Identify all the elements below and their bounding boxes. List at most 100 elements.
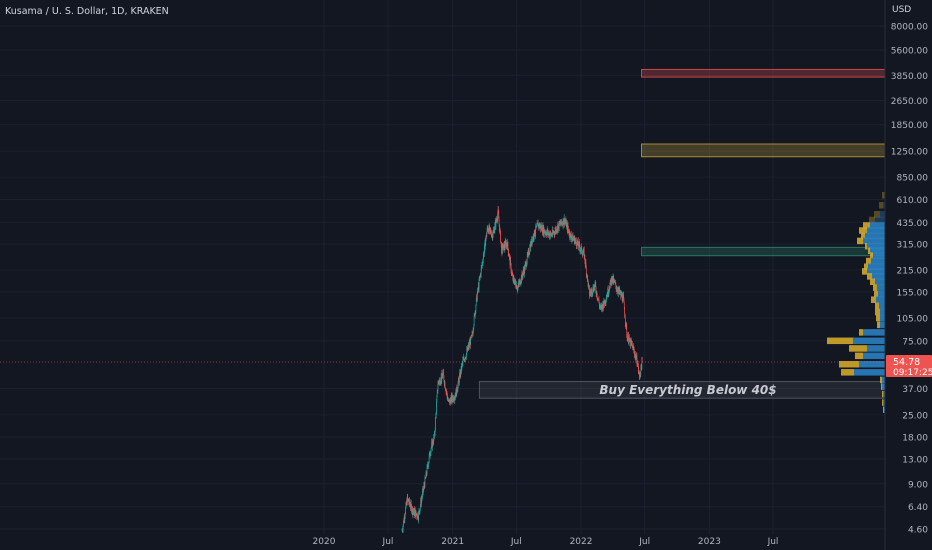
candle-up xyxy=(488,226,490,234)
candle-down xyxy=(523,271,525,275)
candle-up xyxy=(521,272,523,280)
candle-down xyxy=(588,285,590,288)
candle-up xyxy=(510,260,511,265)
candle-down xyxy=(550,233,552,236)
vp-bar-down xyxy=(882,191,885,199)
candle-down xyxy=(587,275,589,280)
candle-up xyxy=(571,237,573,239)
zone-green[interactable] xyxy=(640,246,886,257)
candle-down xyxy=(629,337,631,342)
candle-down xyxy=(607,288,609,295)
candle-up xyxy=(558,221,560,229)
candle-up xyxy=(614,281,616,283)
candle-up xyxy=(608,293,609,295)
candle-up xyxy=(448,399,450,401)
candle-down xyxy=(613,279,615,281)
candle-up xyxy=(478,279,480,289)
candle-down xyxy=(447,399,449,400)
candle-down xyxy=(476,294,478,300)
candle-down xyxy=(538,224,540,228)
candle-down xyxy=(554,231,555,234)
candle-down xyxy=(507,247,509,254)
candle-down xyxy=(416,513,417,515)
candle-up xyxy=(425,472,427,478)
candle-up xyxy=(503,243,504,245)
candle-up xyxy=(527,252,529,256)
candle-down xyxy=(583,249,585,258)
vp-bar-down xyxy=(881,383,882,390)
candle-up xyxy=(463,357,464,360)
vp-bar-down xyxy=(859,329,863,336)
candle-down xyxy=(501,245,503,247)
candle-down xyxy=(524,266,526,271)
candle-down xyxy=(517,288,518,290)
candle-up xyxy=(606,298,607,302)
candle-up xyxy=(589,291,591,295)
candle-up xyxy=(428,463,429,468)
candle-up xyxy=(517,287,519,290)
candle-up xyxy=(545,232,546,234)
candle-up xyxy=(480,268,482,275)
candle-up xyxy=(405,507,406,514)
candle-down xyxy=(607,294,608,296)
candle-down xyxy=(640,374,641,376)
candle-up xyxy=(431,442,432,448)
zone-red[interactable] xyxy=(640,68,886,78)
candle-down xyxy=(562,223,564,226)
candle-up xyxy=(627,338,629,341)
candle-down xyxy=(410,507,411,508)
candle-up xyxy=(516,288,518,290)
candle-down xyxy=(615,286,617,290)
vp-bar-up xyxy=(868,263,885,270)
candle-down xyxy=(486,235,487,237)
candle-up xyxy=(454,395,456,398)
candle-up xyxy=(514,279,516,283)
candle-down xyxy=(614,281,616,283)
candle-up xyxy=(572,234,573,238)
candle-up xyxy=(589,294,591,296)
vp-bar-up xyxy=(863,352,885,360)
candle-down xyxy=(601,305,602,309)
candle-down xyxy=(574,237,575,245)
candle-up xyxy=(599,306,600,307)
candle-down xyxy=(542,231,543,233)
candle-up xyxy=(454,397,455,401)
candle-down xyxy=(579,247,581,251)
zone-yellow[interactable] xyxy=(640,143,886,158)
candle-down xyxy=(571,237,572,240)
candle-up xyxy=(538,224,540,228)
candle-up xyxy=(504,244,505,250)
candle-up xyxy=(456,386,457,397)
candle-up xyxy=(452,396,454,401)
candle-down xyxy=(551,234,553,237)
vp-bar-up xyxy=(853,337,885,345)
candle-up xyxy=(618,288,619,291)
candle-up xyxy=(459,375,460,383)
candle-up xyxy=(601,304,603,309)
vp-bar-up xyxy=(880,321,885,329)
candle-down xyxy=(541,226,543,232)
candle-down xyxy=(633,346,634,348)
candle-down xyxy=(401,530,403,532)
candle-up xyxy=(613,279,615,283)
candle-down xyxy=(518,283,520,284)
candle-down xyxy=(490,230,491,232)
vp-bar-up xyxy=(878,290,885,298)
candle-down xyxy=(500,242,502,245)
candle-down xyxy=(556,228,557,233)
candle-up xyxy=(418,510,420,513)
candle-down xyxy=(424,477,426,479)
candle-down xyxy=(523,269,525,272)
candle-down xyxy=(499,224,500,232)
candle-down xyxy=(407,495,408,499)
candle-up xyxy=(492,237,494,239)
vp-bar-up xyxy=(882,376,885,384)
price-axis[interactable] xyxy=(885,0,932,550)
candle-up xyxy=(548,232,549,234)
candle-down xyxy=(631,342,632,344)
candle-up xyxy=(460,370,461,378)
vp-bar-up xyxy=(863,237,885,245)
candle-down xyxy=(577,241,578,244)
candle-down xyxy=(602,302,604,309)
